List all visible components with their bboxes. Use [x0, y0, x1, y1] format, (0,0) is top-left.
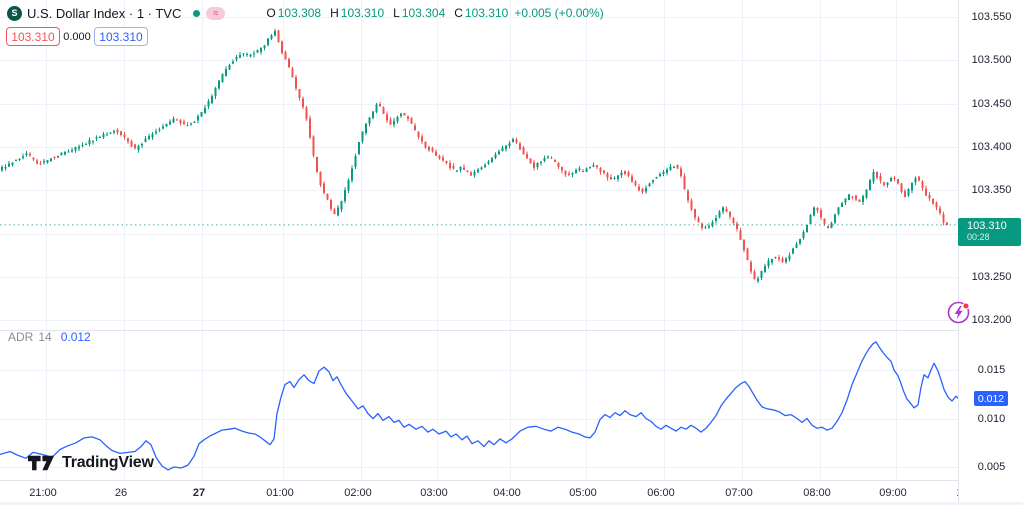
time-scale-label: 06:00 — [647, 487, 675, 499]
adr-scale-label: 0.005 — [977, 461, 1006, 473]
ohlc-high-value: 103.310 — [340, 6, 385, 20]
window-bottom-edge — [0, 502, 1023, 505]
buy-button[interactable]: 103.310 — [94, 27, 148, 46]
indicator-name[interactable]: ADR — [8, 330, 34, 344]
tradingview-logo-icon — [28, 455, 55, 471]
ohlc-low-label: L — [393, 6, 400, 20]
spread-value: 0.000 — [63, 30, 91, 43]
time-scale-label: 01:00 — [266, 487, 294, 499]
price-scale-label: 103.350 — [971, 184, 1012, 197]
ohlc-low-value: 103.304 — [401, 6, 446, 20]
sell-button[interactable]: 103.310 — [6, 27, 60, 46]
symbol-logo-icon: S — [7, 5, 22, 21]
price-scale-label: 103.200 — [971, 314, 1012, 327]
time-scale-label: 03:00 — [420, 487, 448, 499]
price-scale-label: 103.550 — [971, 11, 1012, 23]
bar-countdown: 00:28 — [967, 232, 990, 242]
indicator-value: 0.012 — [60, 330, 91, 344]
symbol-title[interactable]: U.S. Dollar Index · 1 · TVC — [27, 5, 182, 21]
tradingview-logo[interactable]: TradingView — [28, 453, 154, 473]
price-scale-label: 103.450 — [971, 97, 1012, 110]
time-scale-label: 27 — [192, 487, 206, 499]
tradingview-logo-text: TradingView — [62, 454, 154, 471]
market-status-pill-icon: ≈ — [206, 6, 226, 20]
ohlc-close-value: 103.310 — [464, 6, 509, 20]
ohlc-high-label: H — [330, 6, 339, 20]
indicator-length: 14 — [38, 330, 52, 344]
time-scale-label: 08:00 — [803, 487, 831, 499]
lightning-bolt-icon — [947, 301, 970, 324]
time-scale-label: 07:00 — [725, 487, 753, 499]
time-scale-label: 02:00 — [344, 487, 372, 499]
adr-scale-label: 0.015 — [977, 364, 1006, 376]
time-scale-label: 05:00 — [569, 487, 597, 499]
price-scale-label: 103.250 — [971, 270, 1012, 283]
market-open-dot-icon — [193, 9, 201, 17]
market-status[interactable]: ≈ — [193, 6, 226, 20]
ohlc-readout: O 103.308 H 103.310 L 103.304 C 103.310 +0.0… — [257, 6, 603, 20]
time-scale-label: 04:00 — [493, 487, 521, 499]
price-scale[interactable]: 103.310 00:28 0.012 103.550 103.500 103.45… — [958, 0, 1023, 505]
price-scale-label: 103.500 — [971, 54, 1012, 67]
last-price-value: 103.310 — [967, 220, 1007, 232]
price-scale-label: 103.400 — [971, 140, 1012, 153]
time-scale-label: 21:00 — [29, 487, 57, 499]
time-scale[interactable]: ⚙ 21:00262701:0002:0003:0004:0005:0006:0… — [0, 480, 1023, 505]
ohlc-open-value: 103.308 — [277, 6, 322, 20]
time-scale-label: 26 — [114, 487, 128, 499]
price-change: +0.005 (+0.00%) — [514, 6, 604, 20]
ohlc-open-label: O — [266, 6, 276, 20]
indicator-legend[interactable]: ADR 14 0.012 — [8, 330, 91, 344]
ohlc-close-label: C — [454, 6, 463, 20]
adr-scale-label: 0.010 — [977, 412, 1006, 425]
adr-value-badge: 0.012 — [974, 391, 1008, 406]
pane-separator[interactable] — [0, 330, 1023, 331]
last-price-badge: 103.310 00:28 — [958, 218, 1021, 246]
boost-button[interactable] — [947, 300, 971, 324]
time-scale-label: 09:00 — [879, 487, 907, 499]
